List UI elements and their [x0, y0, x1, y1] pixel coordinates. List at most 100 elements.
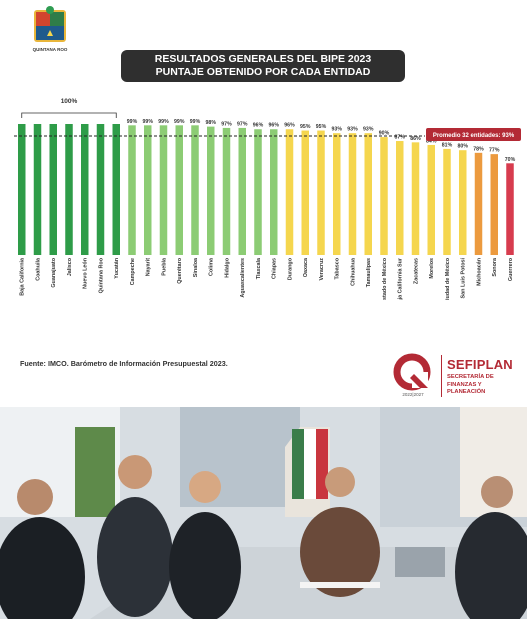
- logo-divider: [441, 355, 442, 397]
- data-label: 99%: [158, 119, 169, 125]
- data-label: 81%: [442, 142, 453, 148]
- bar: [49, 124, 57, 255]
- x-tick-label: Hidalgo: [224, 257, 230, 277]
- infographic: QUINTANA ROO RESULTADOS GENERALES DEL BI…: [14, 6, 521, 397]
- x-tick-label: Zacatecas: [413, 258, 419, 284]
- x-tick-label: Chihuahua: [350, 257, 356, 286]
- sefiplan-logo-icon: 2022|2027: [393, 353, 431, 397]
- x-tick-label: Durango: [287, 257, 293, 280]
- data-label: 95%: [316, 124, 327, 130]
- bar: [270, 129, 278, 255]
- data-label: 93%: [332, 127, 343, 133]
- bar: [348, 133, 357, 255]
- bar: [301, 130, 309, 255]
- x-tick-label: Guerrero: [508, 257, 514, 281]
- x-tick-label: Colima: [209, 257, 215, 276]
- average-label: Promedio 32 entidades: 93%: [433, 133, 515, 139]
- bar: [490, 154, 498, 255]
- x-tick-label: Nayarit: [146, 258, 152, 276]
- x-tick-label: Veracruz: [319, 258, 325, 281]
- x-tick-label: Tlaxcala: [256, 257, 262, 279]
- x-tick-label: Michoacán: [476, 258, 482, 286]
- x-tick-label: Baja California Sur: [398, 257, 404, 300]
- bar: [112, 124, 120, 255]
- bar: [33, 124, 42, 255]
- data-label: 97%: [221, 121, 232, 127]
- bar: [506, 163, 514, 255]
- data-label: 87%: [395, 135, 406, 141]
- x-tick-label: Oaxaca: [303, 257, 309, 277]
- x-tick-label: Puebla: [161, 257, 167, 276]
- x-tick-label: Chiapas: [272, 258, 278, 279]
- data-label: 96%: [284, 123, 295, 129]
- bar: [474, 152, 483, 255]
- x-tick-label: Sinaloa: [193, 257, 199, 277]
- x-tick-label: Querétaro: [177, 257, 183, 283]
- bar: [175, 125, 183, 255]
- data-label: 84%: [426, 138, 437, 144]
- chart-title-line-1: RESULTADOS GENERALES DEL BIPE 2023: [154, 53, 372, 65]
- data-label: 96%: [269, 123, 280, 129]
- x-tick-label: Aguascalientes: [240, 258, 246, 298]
- bar: [128, 125, 136, 255]
- bar: [18, 124, 26, 255]
- bar: [333, 133, 341, 255]
- state-coat-of-arms-logo: [34, 6, 66, 42]
- data-label: 78%: [473, 146, 484, 152]
- bar: [207, 126, 215, 255]
- bar: [364, 133, 372, 255]
- average-badge: [426, 128, 521, 141]
- x-tick-label: Estado de México: [382, 257, 388, 300]
- bar: [285, 129, 294, 255]
- bar: [317, 130, 325, 255]
- x-tick-label: Guanajuato: [51, 257, 57, 287]
- x-tick-label: Ciudad de México: [445, 257, 451, 300]
- x-tick-label: Coahuila: [35, 257, 41, 281]
- bar: [238, 127, 246, 255]
- bar: [459, 150, 467, 255]
- sefiplan-subtitle: SECRETARÍA DE FINANZAS Y PLANEACIÓN: [447, 374, 494, 395]
- x-tick-label: Campeche: [130, 258, 136, 285]
- logo-caption: QUINTANA ROO: [32, 47, 68, 52]
- bar: [144, 125, 152, 255]
- x-tick-label: Quintana Roo: [98, 257, 104, 293]
- source-note: Fuente: IMCO. Barómetro de Información P…: [20, 359, 228, 368]
- bar: [191, 125, 199, 255]
- bar: [427, 144, 435, 255]
- x-tick-label: Tabasco: [335, 257, 341, 279]
- x-tick-label: Baja California: [20, 257, 26, 296]
- data-label: 80%: [458, 144, 469, 150]
- data-label: 97%: [237, 121, 248, 127]
- x-tick-label: Morelos: [429, 258, 435, 279]
- bar: [443, 148, 451, 255]
- data-label: 93%: [347, 127, 358, 133]
- x-tick-label: Tamaulipas: [366, 258, 372, 287]
- group-label: 100%: [61, 98, 78, 105]
- bar: [396, 141, 404, 255]
- data-label: 90%: [379, 131, 390, 137]
- x-tick-label: Jalisco: [67, 257, 73, 276]
- x-tick-label: Sonora: [492, 257, 498, 277]
- data-label: 99%: [127, 119, 138, 125]
- bar: [81, 124, 89, 255]
- x-tick-label: Nuevo León: [83, 258, 89, 289]
- bar: [254, 129, 262, 255]
- meeting-photo: [0, 407, 527, 619]
- bar: [159, 125, 168, 255]
- data-label: 86%: [410, 136, 421, 142]
- bar: [222, 127, 231, 255]
- data-label: 99%: [174, 119, 185, 125]
- data-label: 70%: [505, 157, 516, 163]
- chart-title-line-2: PUNTAJE OBTENIDO POR CADA ENTIDAD: [155, 66, 371, 78]
- bar: [411, 142, 420, 255]
- data-label: 98%: [206, 120, 217, 126]
- data-label: 77%: [489, 148, 500, 154]
- sefiplan-years: 2022|2027: [402, 392, 424, 397]
- data-label: 95%: [300, 124, 311, 130]
- bar: [65, 124, 73, 255]
- bar-chart: Baja California Coahuila Guanajuato Jalisco…: [14, 98, 521, 300]
- data-label: 96%: [253, 123, 264, 129]
- x-tick-label: Yucatán: [114, 258, 120, 279]
- bar: [380, 137, 388, 255]
- data-label: 93%: [363, 127, 374, 133]
